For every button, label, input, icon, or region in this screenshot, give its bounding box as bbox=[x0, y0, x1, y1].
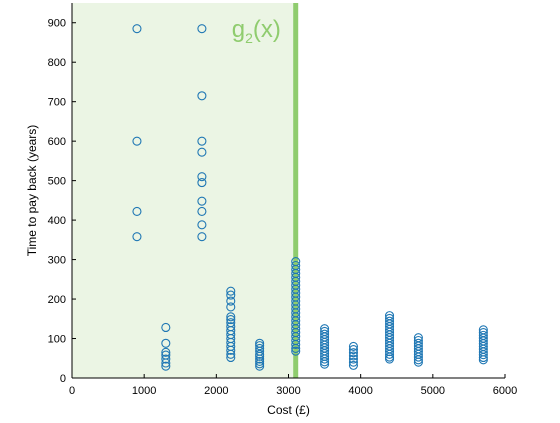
data-point bbox=[197, 91, 207, 101]
data-point bbox=[226, 315, 236, 325]
data-point bbox=[197, 178, 207, 188]
data-point bbox=[132, 206, 142, 216]
y-tick-label: 800 bbox=[48, 57, 66, 69]
y-tick-label: 0 bbox=[60, 373, 66, 385]
data-point bbox=[348, 348, 359, 358]
data-point bbox=[132, 24, 142, 34]
boundary-label-main: g bbox=[232, 16, 245, 43]
data-point bbox=[161, 358, 171, 368]
data-point bbox=[255, 361, 265, 371]
boundary-label-subscript: 2 bbox=[245, 30, 253, 46]
y-tick-label: 200 bbox=[48, 294, 66, 306]
data-point bbox=[161, 347, 171, 357]
y-tick-label: 100 bbox=[48, 334, 66, 346]
data-point bbox=[255, 356, 265, 366]
data-point bbox=[413, 352, 423, 362]
data-point bbox=[226, 349, 236, 359]
x-tick-label: 4000 bbox=[348, 385, 372, 397]
boundary-label: g2(x) bbox=[232, 16, 281, 46]
x-tick-label: 3000 bbox=[276, 385, 300, 397]
data-point bbox=[161, 338, 171, 348]
data-points bbox=[132, 24, 488, 371]
x-tick-label: 0 bbox=[69, 385, 75, 397]
x-tick-label: 5000 bbox=[421, 385, 445, 397]
data-point bbox=[291, 346, 301, 356]
data-point bbox=[291, 343, 301, 353]
data-point bbox=[320, 357, 330, 367]
data-point bbox=[255, 341, 265, 351]
y-tick-label: 900 bbox=[48, 18, 66, 30]
data-point bbox=[161, 361, 171, 371]
data-point bbox=[161, 322, 171, 333]
data-point bbox=[384, 354, 395, 364]
data-point bbox=[226, 312, 236, 322]
data-point bbox=[348, 360, 359, 370]
data-point bbox=[348, 341, 359, 351]
data-point bbox=[132, 136, 142, 146]
data-point bbox=[226, 286, 236, 296]
data-point bbox=[320, 354, 330, 364]
data-point bbox=[197, 220, 207, 230]
x-axis: 0 1000 2000 3000 4000 5000 6000 bbox=[69, 374, 517, 397]
y-tick-label: 300 bbox=[48, 255, 66, 267]
y-tick-label: 600 bbox=[48, 136, 66, 148]
data-point bbox=[384, 349, 395, 359]
data-point bbox=[478, 350, 488, 360]
data-point bbox=[197, 206, 207, 216]
data-point bbox=[197, 172, 207, 182]
x-axis-label: Cost (£) bbox=[267, 403, 310, 417]
data-point bbox=[197, 136, 207, 146]
data-point bbox=[255, 354, 265, 364]
data-point bbox=[478, 352, 488, 363]
data-point bbox=[348, 345, 359, 355]
data-point bbox=[226, 290, 236, 300]
y-axis: 0 100 200 300 400 500 600 700 800 900 bbox=[48, 3, 76, 385]
y-tick-label: 500 bbox=[48, 176, 66, 188]
data-point bbox=[348, 354, 359, 364]
data-point bbox=[348, 351, 359, 361]
data-point bbox=[197, 196, 207, 206]
y-axis-label: Time to pay back (years) bbox=[25, 125, 39, 257]
y-tick-label: 400 bbox=[48, 215, 66, 227]
x-tick-label: 2000 bbox=[204, 385, 228, 397]
data-point bbox=[413, 355, 423, 365]
data-point bbox=[197, 147, 207, 157]
data-point bbox=[478, 355, 488, 365]
x-tick-label: 6000 bbox=[493, 385, 517, 397]
x-tick-label: 1000 bbox=[132, 385, 156, 397]
data-point bbox=[226, 352, 236, 363]
data-point bbox=[197, 24, 207, 34]
boundary-label-tail: (x) bbox=[253, 16, 281, 43]
data-point bbox=[320, 359, 330, 369]
data-point bbox=[226, 345, 236, 355]
data-point bbox=[291, 339, 301, 349]
data-point bbox=[197, 232, 207, 242]
data-point bbox=[226, 302, 236, 312]
data-point bbox=[132, 232, 142, 242]
feasible-region-shading bbox=[72, 3, 296, 378]
data-point bbox=[255, 359, 265, 369]
data-point bbox=[226, 296, 236, 306]
data-point bbox=[348, 357, 359, 367]
data-point bbox=[161, 354, 171, 364]
data-point bbox=[413, 357, 423, 367]
y-tick-label: 700 bbox=[48, 97, 66, 109]
